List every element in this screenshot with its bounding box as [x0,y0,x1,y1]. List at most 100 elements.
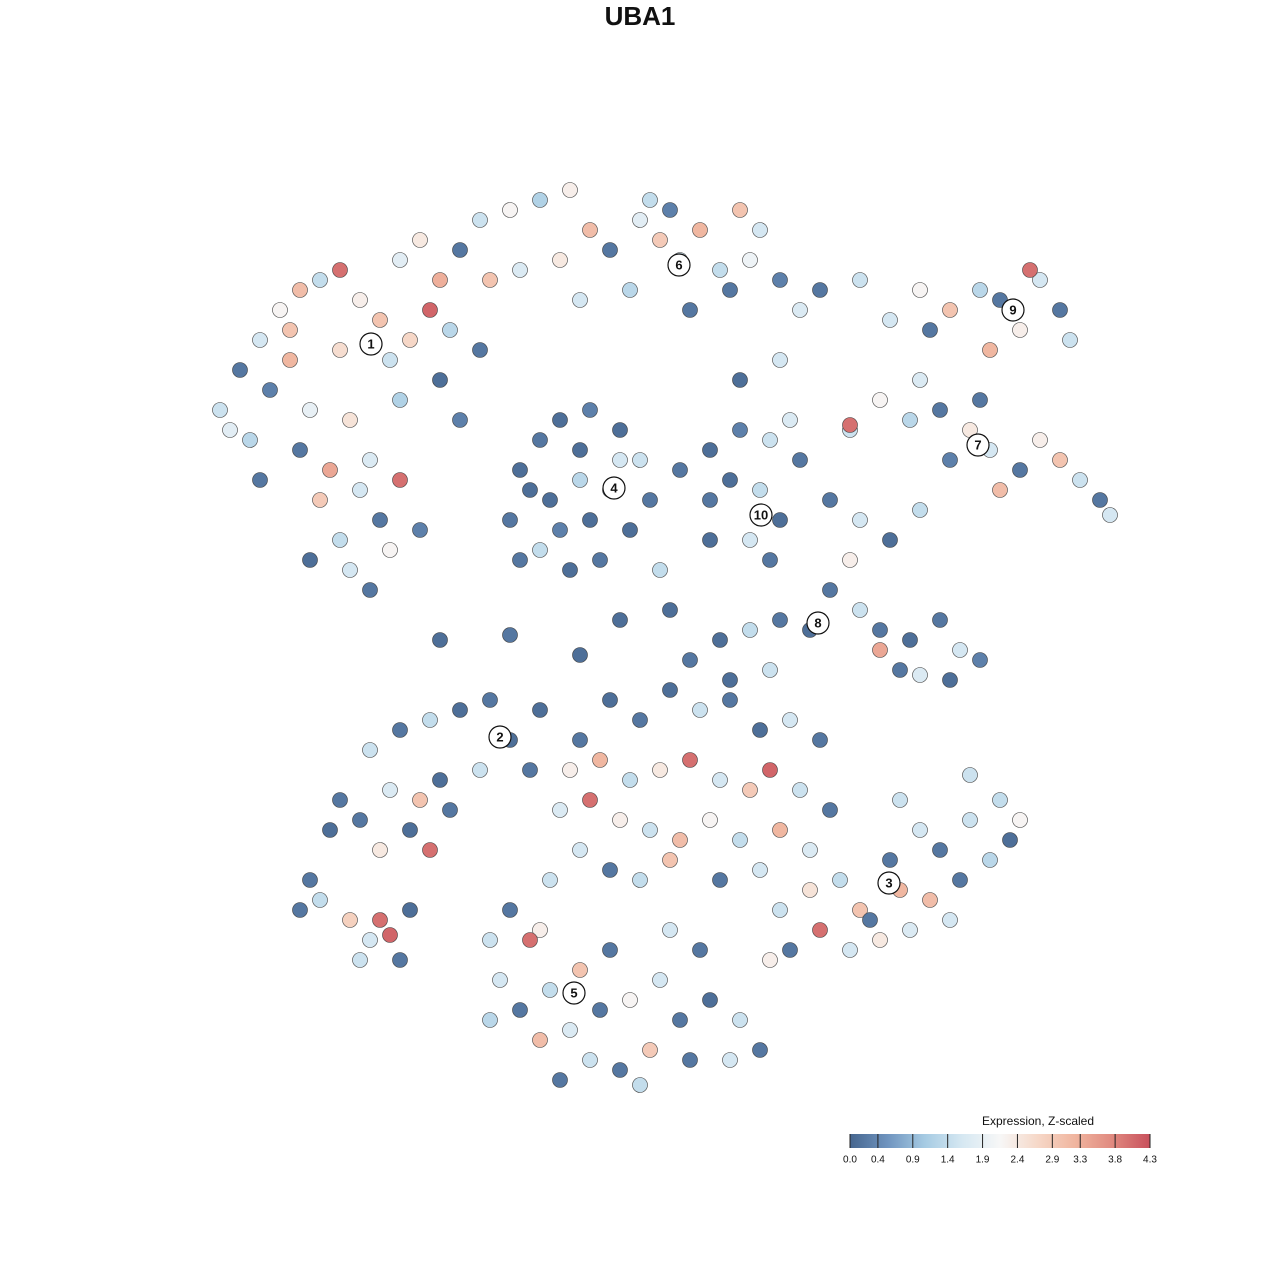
point [362,742,378,758]
point [592,752,608,768]
point [912,372,928,388]
point [1032,432,1048,448]
point [1062,332,1078,348]
point [722,282,738,298]
point [672,1012,688,1028]
point [472,342,488,358]
point [682,1052,698,1068]
point [1002,832,1018,848]
point [662,682,678,698]
colorbar-tick-label: 2.9 [1045,1155,1059,1166]
point [822,802,838,818]
point [532,702,548,718]
point [722,472,738,488]
point [502,627,518,643]
colorbar-tick-label: 0.9 [906,1155,920,1166]
point [602,242,618,258]
point [562,182,578,198]
point [932,842,948,858]
point [1032,272,1048,288]
point [942,672,958,688]
point [512,462,528,478]
cluster-label: 5 [570,985,577,1000]
point [222,422,238,438]
points [212,182,1118,1093]
point [372,842,388,858]
point [562,562,578,578]
point [852,902,868,918]
point [512,1002,528,1018]
colorbar-tick-label: 3.3 [1073,1155,1087,1166]
point [1092,492,1108,508]
point [942,452,958,468]
point [602,692,618,708]
point [812,282,828,298]
point [842,942,858,958]
point [1102,507,1118,523]
cluster-badge [806,611,830,635]
point [342,562,358,578]
point [962,812,978,828]
colorbar [850,1134,1150,1148]
point [572,647,588,663]
point [692,942,708,958]
point [532,922,548,938]
point [712,772,728,788]
point [852,272,868,288]
point [412,232,428,248]
point [632,212,648,228]
point [762,762,778,778]
point [692,222,708,238]
point [972,652,988,668]
cluster-label: 7 [974,437,981,452]
point [792,782,808,798]
cluster-label: 10 [754,507,768,522]
point [682,302,698,318]
point [532,192,548,208]
point [512,552,528,568]
point [582,222,598,238]
chart-title: UBA1 [605,1,676,31]
point [312,272,328,288]
point [382,352,398,368]
point [852,602,868,618]
point [702,442,718,458]
point [452,242,468,258]
point [382,927,398,943]
point [702,532,718,548]
cluster-badge [562,981,586,1005]
point [682,752,698,768]
cluster-badge [667,253,691,277]
point [332,342,348,358]
point [552,1072,568,1088]
point [622,992,638,1008]
point [792,452,808,468]
point [612,1062,628,1078]
point [902,412,918,428]
point [302,552,318,568]
point [752,722,768,738]
point [972,282,988,298]
point [812,922,828,938]
point [852,512,868,528]
point [782,712,798,728]
point [622,522,638,538]
point [772,612,788,628]
point [722,1052,738,1068]
point [772,272,788,288]
point [492,972,508,988]
point [772,512,788,528]
point [572,472,588,488]
point [742,782,758,798]
point [1012,462,1028,478]
point [732,1012,748,1028]
point [362,582,378,598]
point [952,872,968,888]
point [542,982,558,998]
point [552,252,568,268]
colorbar-tick-label: 2.4 [1010,1155,1024,1166]
point [702,992,718,1008]
point [412,792,428,808]
point [562,1022,578,1038]
